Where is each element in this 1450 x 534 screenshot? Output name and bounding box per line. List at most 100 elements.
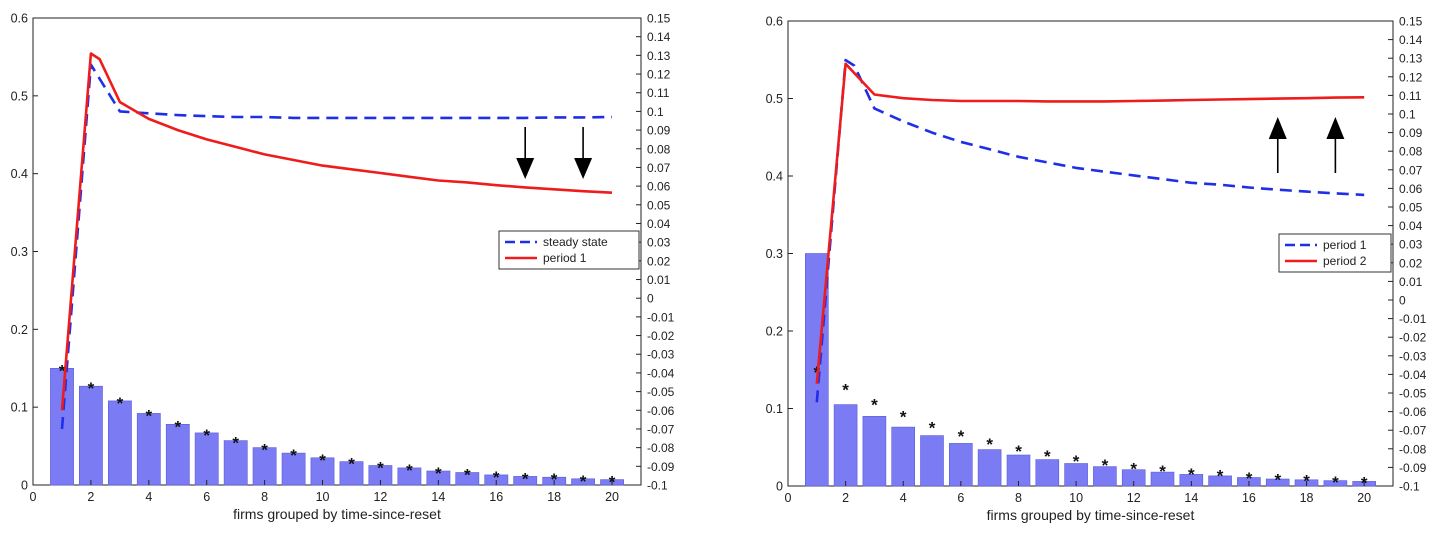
y2-tick-label: 0.08 — [1399, 145, 1423, 159]
star-marker: * — [59, 361, 66, 380]
x-tick-label: 20 — [1357, 491, 1371, 505]
x-tick-label: 18 — [1300, 491, 1314, 505]
y2-tick-label: -0.06 — [1399, 405, 1427, 419]
series-line-0 — [60, 63, 613, 430]
legend-box — [1278, 233, 1392, 273]
star-marker: * — [464, 466, 471, 485]
arrow-head — [516, 158, 535, 179]
y-tick-label: 0.1 — [11, 401, 28, 415]
bar — [281, 452, 306, 486]
bar — [833, 404, 858, 487]
star-marker: * — [348, 455, 355, 474]
star-marker: * — [232, 434, 239, 453]
y2-tick-label: 0.05 — [647, 198, 671, 212]
y-tick-label: 0.1 — [766, 402, 783, 416]
y2-tick-label: -0.02 — [1399, 331, 1427, 345]
bar — [339, 461, 364, 486]
star-marker: * — [145, 406, 152, 425]
star-marker: * — [986, 435, 993, 454]
bar — [397, 467, 422, 486]
arrow-down-icon — [574, 127, 593, 179]
star-marker: * — [117, 394, 124, 413]
star-marker: * — [290, 446, 297, 465]
y2-tick-label: 0.06 — [1399, 182, 1423, 196]
y2-tick-label: 0.11 — [1399, 89, 1422, 103]
legend-label-0: period 1 — [1323, 238, 1367, 252]
bar — [862, 415, 887, 487]
y2-tick-label: -0.09 — [1399, 461, 1427, 475]
star-marker: * — [435, 464, 442, 483]
x-tick-label: 0 — [30, 490, 37, 504]
y2-tick-label: 0 — [1399, 294, 1406, 308]
arrow-up-icon — [1326, 117, 1345, 173]
y2-tick-label: 0.04 — [1399, 219, 1423, 233]
y2-tick-label: 0.15 — [647, 12, 671, 26]
y2-tick-label: -0.01 — [1399, 312, 1427, 326]
y-tick-label: 0.6 — [766, 15, 783, 29]
x-tick-label: 10 — [1069, 491, 1083, 505]
x-tick-label: 16 — [489, 490, 503, 504]
bar — [1208, 475, 1232, 487]
x-tick-label: 10 — [316, 490, 330, 504]
legend-label-1: period 1 — [543, 251, 587, 265]
y2-tick-label: -0.06 — [647, 404, 675, 418]
x-tick-label: 12 — [1127, 491, 1141, 505]
y2-tick-label: 0.09 — [647, 124, 671, 138]
star-marker: * — [1246, 469, 1253, 488]
arrow-down-icon — [516, 127, 535, 179]
y2-tick-label: -0.1 — [1399, 480, 1420, 494]
y2-tick-label: 0.1 — [647, 105, 664, 119]
star-marker: * — [1015, 442, 1022, 461]
legend-label-1: period 2 — [1323, 254, 1367, 268]
bar — [513, 476, 538, 486]
y2-tick-label: 0.12 — [1399, 70, 1423, 84]
x-tick-label: 2 — [87, 490, 94, 504]
arrow-head — [1326, 117, 1345, 139]
y-tick-label: 0.2 — [11, 323, 28, 337]
x-tick-label: 16 — [1242, 491, 1256, 505]
bar — [1323, 480, 1348, 487]
y2-tick-label: 0.04 — [647, 217, 671, 231]
bar — [920, 435, 944, 487]
y2-tick-label: 0.14 — [1399, 33, 1423, 47]
y2-tick-label: -0.04 — [1399, 368, 1427, 382]
legend: steady state period 1 — [498, 230, 640, 270]
star-marker: * — [1130, 460, 1137, 479]
series-line-1 — [60, 52, 613, 411]
bar — [891, 426, 916, 487]
y-tick-label: 0 — [21, 479, 28, 493]
bar — [977, 449, 1002, 487]
x-tick-label: 6 — [957, 491, 964, 505]
bar — [79, 385, 103, 486]
star-marker: * — [871, 395, 878, 414]
bar — [1093, 466, 1117, 487]
y2-tick-label: 0.02 — [1399, 256, 1423, 270]
bar — [571, 478, 596, 486]
star-marker: * — [929, 419, 936, 438]
y2-tick-label: 0.12 — [647, 68, 671, 82]
y2-tick-label: 0.02 — [647, 254, 671, 268]
y2-tick-label: 0.07 — [647, 161, 671, 175]
y2-tick-label: -0.03 — [1399, 349, 1427, 363]
x-tick-label: 20 — [605, 490, 619, 504]
x-tick-label: 8 — [1015, 491, 1022, 505]
star-marker: * — [1217, 467, 1224, 486]
y2-tick-label: 0.03 — [1399, 238, 1423, 252]
x-tick-label: 6 — [203, 490, 210, 504]
arrow-head — [1268, 117, 1287, 139]
y2-tick-label: 0.14 — [647, 30, 671, 44]
bar — [1150, 471, 1175, 487]
y-tick-label: 0.4 — [766, 170, 783, 184]
series-line-1 — [815, 62, 1365, 384]
star-marker: * — [1044, 447, 1051, 466]
bar — [108, 400, 132, 486]
x-tick-label: 14 — [1184, 491, 1198, 505]
x-tick-label: 12 — [373, 490, 387, 504]
series-line-0 — [815, 58, 1365, 403]
y2-tick-label: 0.05 — [1399, 201, 1423, 215]
y2-tick-label: -0.09 — [647, 460, 675, 474]
x-tick-label: 8 — [261, 490, 268, 504]
x-tick-label: 0 — [785, 491, 792, 505]
